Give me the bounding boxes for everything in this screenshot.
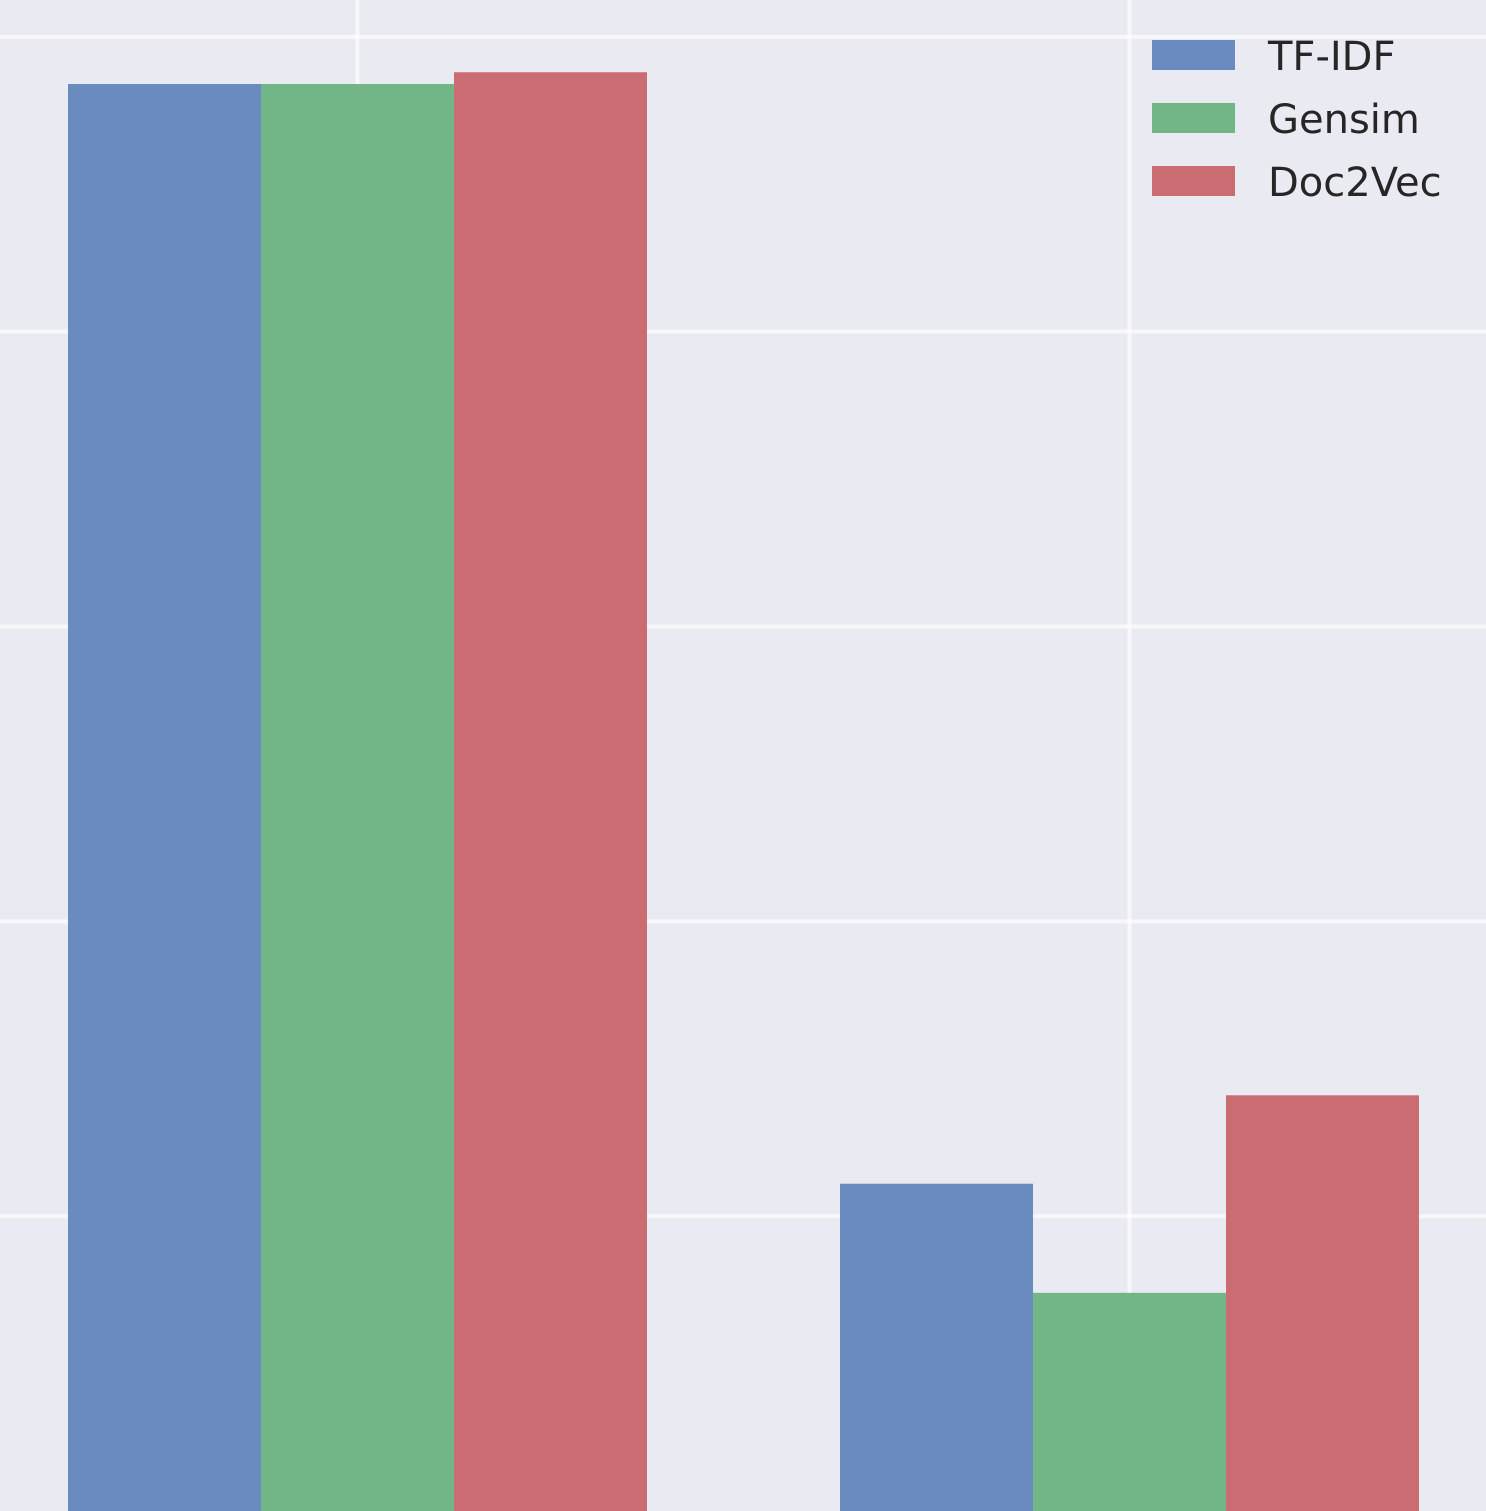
bar-doc2vec-group-2 — [1226, 1095, 1419, 1511]
bar-tfidf-group-2 — [840, 1183, 1033, 1511]
legend-swatch-doc2vec — [1152, 166, 1235, 196]
bar-gensim-group-1 — [261, 84, 454, 1511]
legend: TF-IDF Gensim Doc2Vec — [1152, 34, 1442, 206]
bar-tfidf-group-1 — [68, 84, 261, 1511]
bar-doc2vec-group-1 — [454, 72, 647, 1511]
bar-gensim-group-2 — [1033, 1292, 1226, 1511]
legend-swatch-gensim — [1152, 103, 1235, 133]
bars — [68, 72, 1419, 1511]
legend-label-tfidf: TF-IDF — [1267, 34, 1395, 80]
legend-label-doc2vec: Doc2Vec — [1268, 160, 1442, 206]
legend-swatch-tfidf — [1152, 40, 1235, 70]
legend-label-gensim: Gensim — [1268, 97, 1420, 143]
